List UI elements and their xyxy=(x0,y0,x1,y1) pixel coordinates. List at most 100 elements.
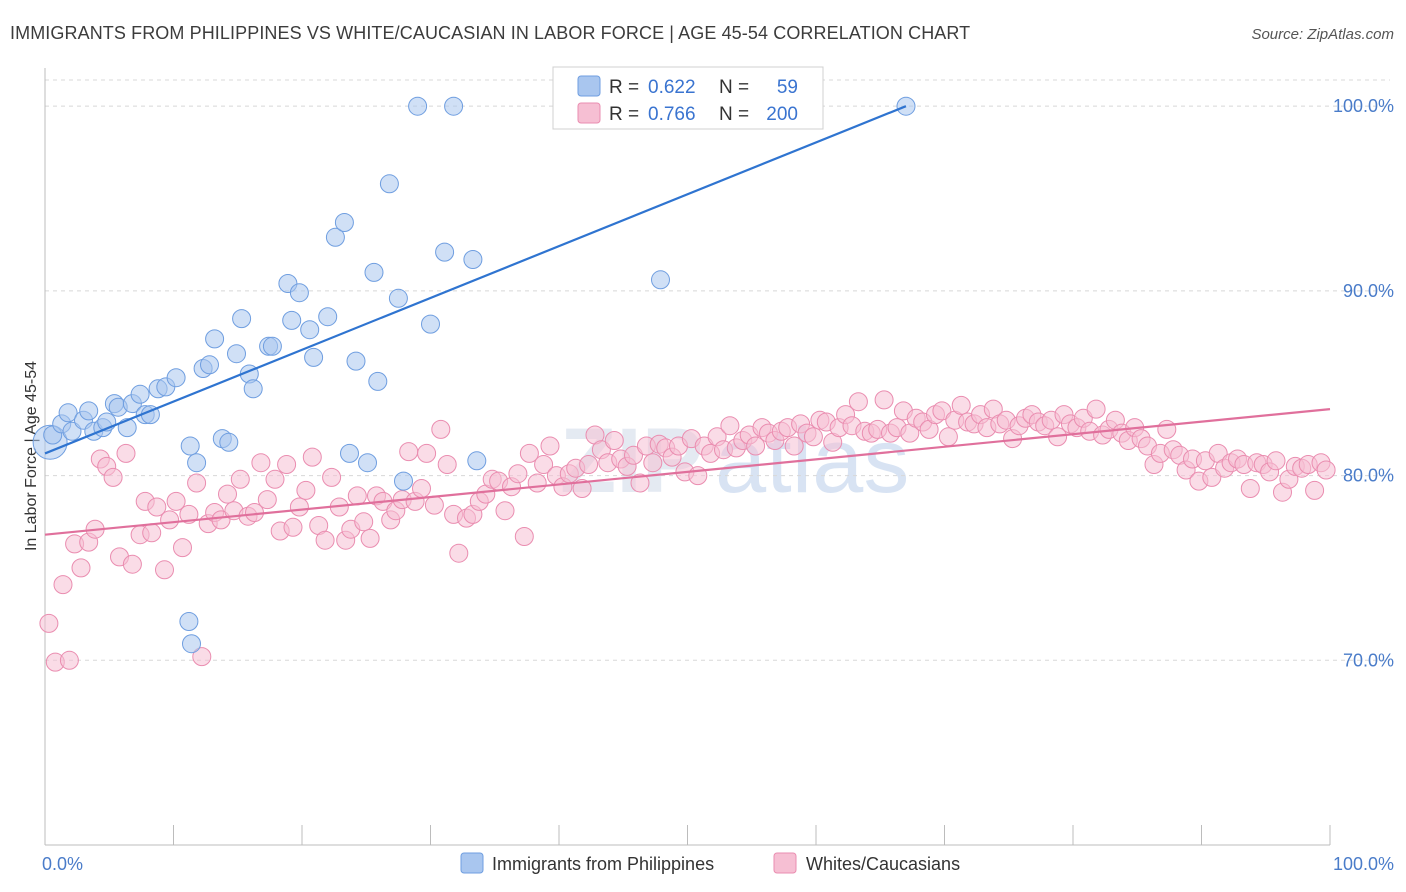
whites-point-64 xyxy=(449,543,469,563)
whites-point-13 xyxy=(122,554,142,574)
chart-source: Source: ZipAtlas.com xyxy=(1251,26,1394,43)
bottom-legend-label-philippines: Immigrants from Philippines xyxy=(492,854,714,874)
whites-point-197 xyxy=(1305,480,1325,500)
whites-point-0 xyxy=(39,613,59,633)
whites-point-71 xyxy=(495,501,515,521)
legend-r-value-1: 0.766 xyxy=(648,104,696,125)
philippines-point-30 xyxy=(243,379,263,399)
x-tick-label-0: 0.0% xyxy=(42,854,83,874)
whites-point-191 xyxy=(1266,451,1286,471)
philippines-point-44 xyxy=(364,262,384,282)
whites-point-24 xyxy=(192,647,212,667)
whites-point-23 xyxy=(187,473,207,493)
legend-r-label-0: R = xyxy=(609,77,639,98)
legend: R = 0.622 N = 59 R = 0.766 N = 200 xyxy=(552,66,824,130)
philippines-point-37 xyxy=(304,347,324,367)
whites-point-199 xyxy=(1316,460,1336,480)
philippines-point-51 xyxy=(435,242,455,262)
y-axis-title: In Labor Force | Age 45-54 xyxy=(23,361,40,551)
whites-point-43 xyxy=(315,530,335,550)
whites-point-140 xyxy=(938,427,958,447)
whites-point-39 xyxy=(289,497,309,517)
whites-point-181 xyxy=(1202,467,1222,487)
whites-point-187 xyxy=(1240,479,1260,498)
philippines-point-38 xyxy=(318,307,338,327)
philippines-point-26 xyxy=(219,432,239,452)
whites-point-83 xyxy=(572,479,592,498)
whites-point-142 xyxy=(951,395,971,415)
y-tick-label-1: 90.0% xyxy=(1343,281,1394,301)
philippines-point-46 xyxy=(379,174,399,194)
philippines-point-39 xyxy=(325,227,345,247)
whites-point-60 xyxy=(424,495,444,515)
whites-point-17 xyxy=(147,497,167,517)
bottom-legend-label-whites: Whites/Caucasians xyxy=(806,854,960,874)
whites-point-58 xyxy=(412,479,431,498)
whites-point-106 xyxy=(720,416,740,436)
whites-point-37 xyxy=(277,455,297,474)
legend-r-label-1: R = xyxy=(609,104,639,125)
whites-point-48 xyxy=(347,486,367,506)
whites-point-44 xyxy=(322,467,342,487)
philippines-point-56 xyxy=(182,634,201,654)
philippines-point-55 xyxy=(179,612,199,631)
legend-n-label-1: N = xyxy=(719,104,749,125)
whites-point-35 xyxy=(265,469,285,489)
philippines-point-58 xyxy=(896,96,916,116)
whites-point-16 xyxy=(142,523,162,543)
whites-point-50 xyxy=(360,528,380,548)
trendlines xyxy=(44,105,1331,536)
philippines-point-35 xyxy=(289,283,309,303)
whites-point-10 xyxy=(103,467,123,487)
legend-swatch-philippines xyxy=(577,75,601,97)
whites-point-34 xyxy=(257,490,277,510)
x-tick-label-1: 100.0% xyxy=(1333,854,1394,874)
philippines-point-19 xyxy=(166,368,186,388)
philippines-point-57 xyxy=(651,270,670,290)
whites-point-110 xyxy=(746,436,766,456)
whites-point-28 xyxy=(218,484,237,504)
philippines-point-4 xyxy=(62,421,82,441)
whites-point-78 xyxy=(540,436,560,456)
philippines-point-27 xyxy=(227,344,246,364)
whites-point-163 xyxy=(1086,399,1106,419)
whites-point-119 xyxy=(803,427,823,447)
whites-point-18 xyxy=(155,560,174,580)
whites-point-74 xyxy=(514,527,534,546)
chart-title: IMMIGRANTS FROM PHILIPPINES VS WHITE/CAU… xyxy=(10,23,970,43)
whites-point-61 xyxy=(431,419,451,439)
philippines-point-34 xyxy=(282,310,302,330)
whites-point-88 xyxy=(604,431,624,450)
bottom-legend-swatch-whites xyxy=(773,852,797,874)
philippines-point-54 xyxy=(467,451,487,471)
legend-r-value-0: 0.622 xyxy=(648,77,696,98)
bottom-legend: Immigrants from Philippines Whites/Cauca… xyxy=(460,852,960,874)
whites-point-30 xyxy=(230,469,250,489)
x-tick-labels: 0.0% 100.0% xyxy=(42,854,1394,874)
whites-point-2 xyxy=(53,575,73,595)
whites-point-12 xyxy=(116,443,136,463)
bottom-legend-swatch-philippines xyxy=(460,852,484,874)
philippines-point-42 xyxy=(346,351,366,371)
philippines-point-6 xyxy=(79,401,99,421)
philippines-point-24 xyxy=(205,329,225,349)
philippines-point-28 xyxy=(232,309,252,329)
philippines-point-36 xyxy=(300,320,320,340)
whites-point-22 xyxy=(179,504,199,524)
philippines-point-3 xyxy=(58,403,78,423)
trendline-philippines xyxy=(44,105,907,455)
whites-point-27 xyxy=(211,510,231,530)
philippines-point-32 xyxy=(262,336,282,356)
whites-point-19 xyxy=(160,510,180,530)
whites-point-5 xyxy=(71,558,91,578)
legend-n-value-0: 59 xyxy=(777,77,798,98)
whites-point-116 xyxy=(784,436,804,456)
philippines-point-48 xyxy=(394,471,413,491)
whites-point-84 xyxy=(579,455,599,474)
philippines-point-41 xyxy=(340,443,359,463)
whites-point-130 xyxy=(874,390,894,410)
legend-swatch-whites xyxy=(577,102,601,124)
whites-point-59 xyxy=(417,443,437,463)
legend-n-label-0: N = xyxy=(719,77,749,98)
y-tick-label-2: 80.0% xyxy=(1343,466,1394,486)
